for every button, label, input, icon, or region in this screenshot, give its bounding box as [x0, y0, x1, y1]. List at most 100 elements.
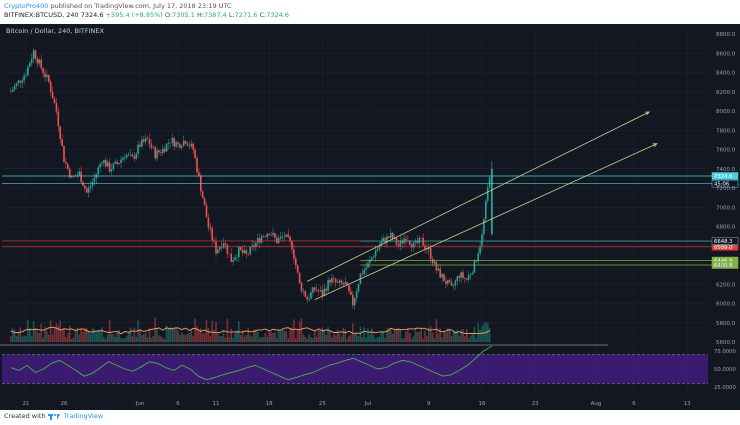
volume-bar	[304, 336, 307, 342]
candle-body	[287, 234, 289, 237]
candle-body	[454, 280, 457, 286]
volume-bar	[431, 332, 434, 342]
level-label: 6648.3	[714, 239, 733, 245]
candle-body	[127, 154, 130, 156]
low-value: 7271.6	[234, 11, 258, 19]
candle-body	[462, 272, 464, 278]
candle-body	[458, 276, 460, 278]
trend-channel[interactable]	[307, 111, 658, 301]
volume-bar	[289, 327, 291, 342]
chart-frame[interactable]	[0, 24, 740, 410]
volume-bar	[333, 333, 335, 342]
volume-bar	[13, 329, 16, 342]
volume-bar	[314, 331, 316, 342]
candle-body	[36, 58, 39, 64]
volume-bar	[374, 338, 377, 342]
volume-bar	[46, 331, 48, 342]
volume-bar	[298, 321, 301, 342]
candle-body	[485, 200, 487, 220]
volume-bar	[133, 327, 136, 342]
volume-bar	[120, 337, 122, 342]
level-tag	[711, 179, 739, 188]
volume-bar	[361, 336, 364, 342]
volume-bar	[291, 327, 293, 342]
volume-bar	[106, 334, 109, 342]
volume-bar	[281, 330, 284, 342]
candle-body	[466, 278, 468, 280]
candle-body	[25, 75, 27, 76]
volume-bar	[82, 331, 84, 342]
volume-bar	[426, 335, 428, 342]
horizontal-levels[interactable]: 7324.645:066650.06589.06648.36446.96400.…	[2, 172, 739, 269]
candle-body	[266, 233, 269, 237]
time-tick-label: Aug	[591, 401, 602, 407]
volume-bar	[207, 327, 210, 342]
volume-bar	[148, 327, 151, 342]
time-tick-label: 16	[479, 401, 486, 407]
volume-bar	[249, 335, 251, 342]
volume-bar	[215, 321, 217, 342]
volume-bar	[340, 336, 343, 342]
volume-bar	[124, 338, 126, 342]
candle-body	[146, 138, 149, 139]
candle-body	[450, 282, 453, 286]
candle-body	[220, 246, 223, 248]
candle-body	[363, 270, 365, 275]
candle-body	[378, 245, 381, 249]
candle-body	[295, 258, 297, 266]
candle-body	[198, 172, 200, 176]
high-label: H:	[196, 11, 205, 19]
time-tick-label: Jun	[135, 401, 145, 407]
candle-body	[177, 142, 179, 144]
candle-body	[40, 59, 42, 69]
time-tick-label: 21	[23, 401, 30, 407]
time-tick-label: 13	[684, 401, 691, 407]
level-label: 6400.9	[714, 263, 733, 269]
tradingview-link[interactable]: TradingView	[63, 412, 104, 420]
candle-body	[150, 144, 153, 148]
volume-bar	[380, 331, 383, 342]
volume-bar	[467, 338, 470, 342]
time-tick-label: 6	[176, 401, 180, 407]
candle-body	[258, 238, 261, 243]
candle-body	[429, 247, 432, 259]
rsi-line	[10, 345, 493, 381]
volume-ma-line	[10, 326, 490, 335]
candle-body	[68, 168, 71, 178]
time-axis: 21 26 Jun 6 11 18 25 Jul 9 16 23 Aug 6 13	[23, 401, 692, 407]
candle-body	[169, 142, 172, 144]
volume-bar	[260, 337, 263, 342]
candle-body	[397, 244, 400, 246]
candle-body	[274, 233, 276, 238]
candle-body	[490, 168, 493, 235]
candle-body	[203, 198, 206, 206]
volume-bar	[236, 330, 238, 342]
volume-bar	[131, 336, 134, 342]
candle-body	[321, 290, 324, 296]
candle-body	[428, 247, 430, 250]
volume-bar	[302, 334, 305, 342]
candle-body	[101, 163, 103, 164]
volume-bar	[228, 336, 231, 342]
rsi-tick-label: 50.0000	[714, 367, 737, 373]
volume-bar	[163, 338, 166, 342]
candle-body	[59, 126, 61, 140]
volume-bar	[158, 335, 160, 342]
author-link[interactable]: CryptoPro400	[4, 2, 49, 10]
volume-bar	[344, 329, 346, 342]
volume-bar	[369, 334, 371, 342]
candle-body	[205, 205, 208, 218]
candle-body	[171, 138, 174, 143]
volume-bar	[220, 336, 223, 342]
volume-bar	[122, 338, 124, 342]
volume-bar	[234, 333, 236, 342]
candle-body	[369, 259, 371, 264]
volume-bar	[143, 334, 145, 342]
volume-bar	[486, 322, 489, 342]
candle-body	[249, 246, 251, 254]
volume-bar	[462, 329, 464, 342]
candle-body	[67, 163, 69, 169]
volume-bar	[80, 328, 82, 342]
volume-bar	[55, 323, 58, 342]
